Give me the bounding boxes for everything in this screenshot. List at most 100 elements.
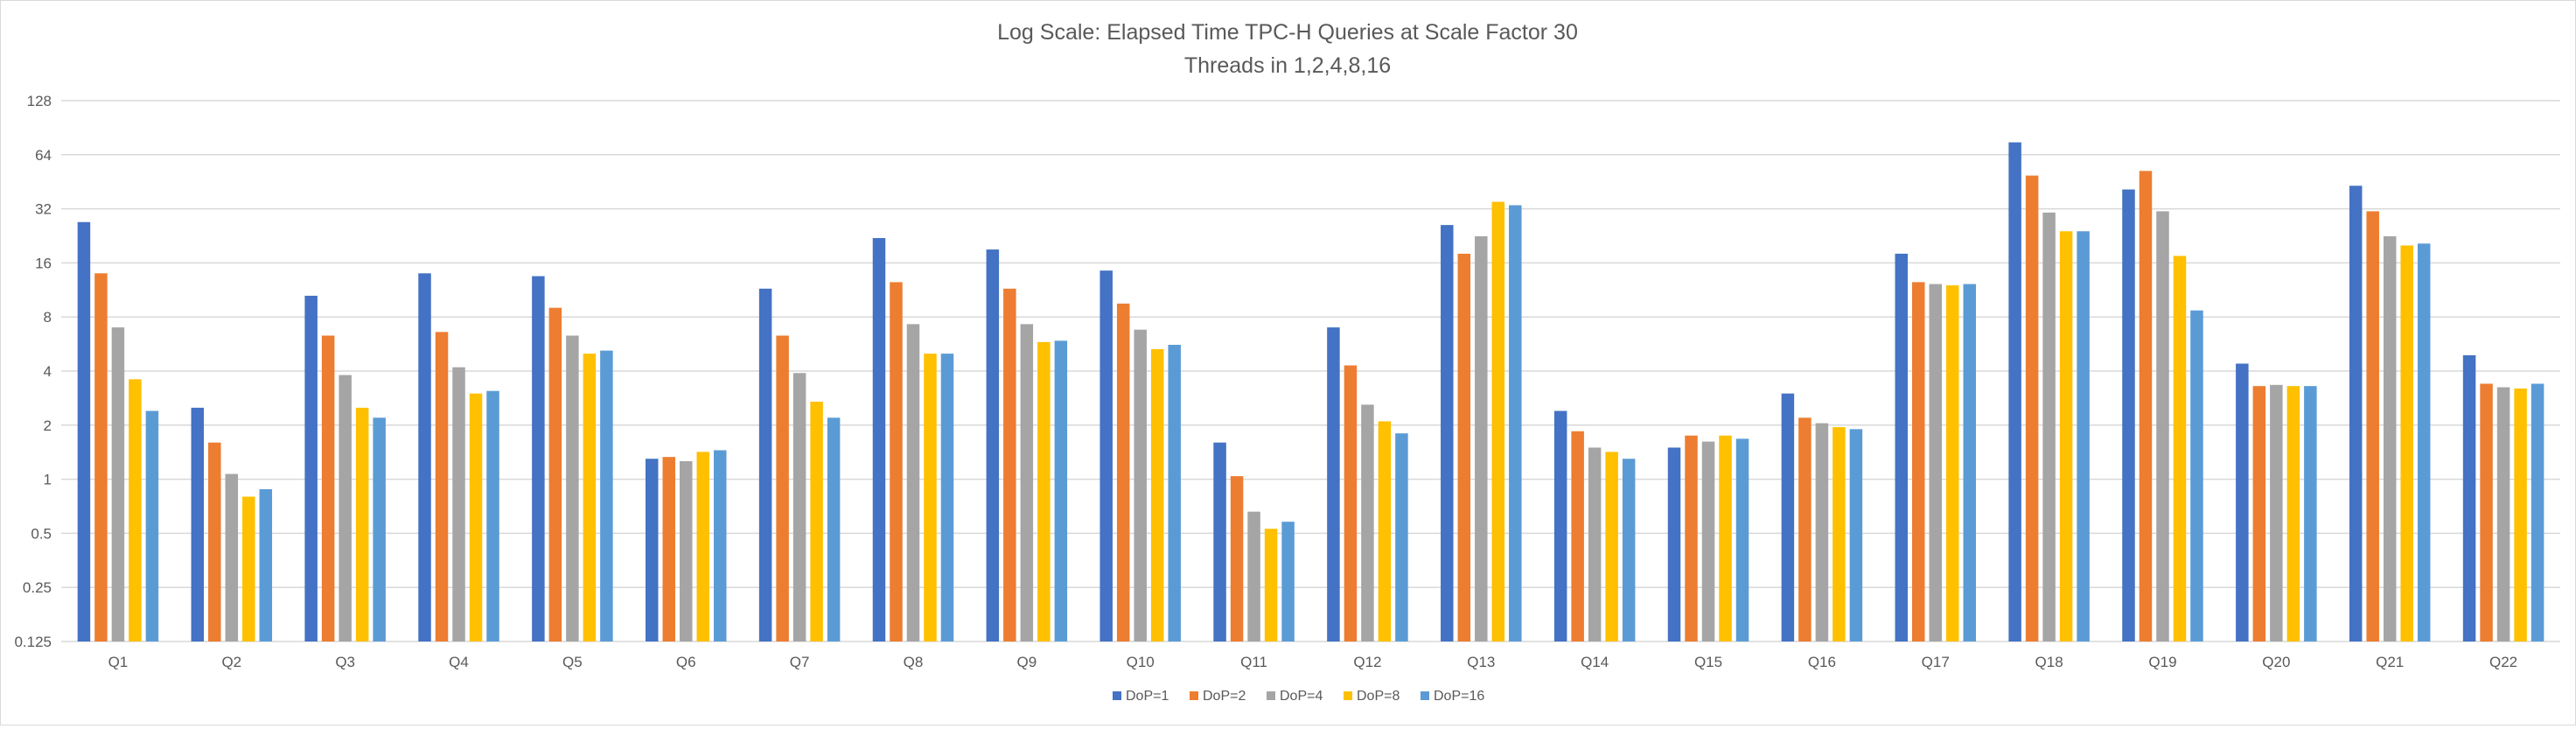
bar-q9-dop2 xyxy=(1003,288,1016,641)
bar-q4-dop16 xyxy=(486,390,499,641)
x-tick-label: Q20 xyxy=(2262,654,2290,670)
bar-q1-dop1 xyxy=(77,221,91,641)
bar-q11-dop1 xyxy=(1213,442,1226,641)
bar-q15-dop8 xyxy=(1719,435,1732,641)
bar-q22-dop8 xyxy=(2514,388,2527,641)
y-tick-label: 2 xyxy=(44,417,52,434)
bar-q8-dop1 xyxy=(872,238,886,641)
x-tick-label: Q8 xyxy=(904,654,924,670)
bar-q9-dop8 xyxy=(1037,341,1051,641)
bar-q22-dop4 xyxy=(2496,387,2510,641)
bar-q17-dop1 xyxy=(1895,253,1908,641)
bar-q5-dop4 xyxy=(566,335,579,641)
x-tick-label: Q21 xyxy=(2376,654,2404,670)
x-tick-label: Q4 xyxy=(449,654,469,670)
bar-q16-dop2 xyxy=(1798,417,1812,641)
bar-q8-dop4 xyxy=(906,324,920,641)
bar-q18-dop2 xyxy=(2025,175,2039,642)
bar-q17-dop16 xyxy=(1963,284,1976,641)
bar-q18-dop16 xyxy=(2077,231,2090,641)
chart-subtitle: Threads in 1,2,4,8,16 xyxy=(1184,53,1391,78)
bar-q6-dop4 xyxy=(680,460,693,641)
bar-q21-dop4 xyxy=(2383,236,2397,641)
bar-q10-dop2 xyxy=(1116,303,1130,641)
bar-q19-dop16 xyxy=(2190,310,2203,641)
bar-q6-dop8 xyxy=(696,452,709,641)
bar-q18-dop4 xyxy=(2042,212,2056,641)
bar-q13-dop2 xyxy=(1457,253,1471,641)
bar-q14-dop2 xyxy=(1571,431,1584,641)
x-tick-label: Q1 xyxy=(108,654,129,670)
bar-q5-dop16 xyxy=(600,350,613,641)
bar-q10-dop8 xyxy=(1150,348,1164,641)
bar-q3-dop1 xyxy=(304,295,318,641)
legend-label: DoP=4 xyxy=(1280,689,1323,704)
bar-q14-dop8 xyxy=(1605,452,1618,641)
bar-q19-dop1 xyxy=(2122,189,2135,641)
bar-q7-dop2 xyxy=(776,335,789,641)
bar-q15-dop1 xyxy=(1667,447,1681,641)
bar-q7-dop1 xyxy=(758,288,772,641)
x-tick-label: Q10 xyxy=(1127,654,1155,670)
bar-q11-dop16 xyxy=(1281,522,1295,641)
bar-q15-dop4 xyxy=(1701,441,1715,641)
bar-q5-dop8 xyxy=(583,354,597,641)
legend-label: DoP=1 xyxy=(1126,689,1169,704)
legend-label: DoP=8 xyxy=(1357,689,1400,704)
y-axis-tick-labels: 0.125 0.25 0.5 1 2 4 8 16 32 64 128 xyxy=(14,93,52,650)
legend: DoP=1 DoP=2 DoP=4 DoP=8 DoP=16 xyxy=(1113,689,1484,704)
bar-q11-dop4 xyxy=(1247,511,1260,641)
x-tick-label: Q17 xyxy=(1922,654,1950,670)
bar-q3-dop8 xyxy=(355,407,369,641)
chart-title: Log Scale: Elapsed Time TPC-H Queries at… xyxy=(997,20,1578,45)
bar-q4-dop1 xyxy=(418,273,431,641)
bar-q12-dop4 xyxy=(1361,404,1374,641)
y-tick-label: 1 xyxy=(44,472,52,488)
bar-q14-dop4 xyxy=(1588,447,1602,641)
x-tick-label: Q6 xyxy=(676,654,696,670)
y-tick-label: 0.25 xyxy=(23,579,52,596)
bar-q16-dop8 xyxy=(1833,427,1846,641)
bar-q19-dop4 xyxy=(2156,211,2169,641)
legend-swatch xyxy=(1190,691,1198,700)
bar-q2-dop16 xyxy=(259,489,273,641)
legend-swatch xyxy=(1344,691,1352,700)
bar-q18-dop8 xyxy=(2059,231,2073,641)
x-tick-label: Q7 xyxy=(790,654,810,670)
bar-q9-dop4 xyxy=(1020,324,1034,641)
bar-q17-dop4 xyxy=(1929,284,1942,641)
bar-q16-dop1 xyxy=(1781,393,1795,641)
bar-q15-dop2 xyxy=(1685,435,1698,641)
legend-label: DoP=16 xyxy=(1434,689,1484,704)
y-tick-label: 32 xyxy=(35,201,52,218)
bar-q1-dop2 xyxy=(94,273,108,641)
bar-q4-dop8 xyxy=(469,393,483,641)
bar-q18-dop1 xyxy=(2008,142,2021,641)
bar-q8-dop16 xyxy=(940,354,954,641)
bar-q2-dop8 xyxy=(242,496,255,641)
bar-q9-dop1 xyxy=(986,249,1000,641)
y-tick-label: 16 xyxy=(35,255,52,271)
bar-q10-dop1 xyxy=(1100,270,1113,641)
bar-q15-dop16 xyxy=(1735,438,1749,641)
bar-q11-dop8 xyxy=(1264,529,1278,641)
bar-q3-dop4 xyxy=(339,375,352,641)
bar-q3-dop2 xyxy=(321,335,335,641)
x-tick-label: Q2 xyxy=(221,654,241,670)
bar-q21-dop1 xyxy=(2349,186,2363,641)
bar-q6-dop2 xyxy=(662,457,675,641)
bar-q7-dop8 xyxy=(810,402,823,641)
x-tick-label: Q22 xyxy=(2489,654,2517,670)
bar-q9-dop16 xyxy=(1054,340,1068,641)
bar-q17-dop2 xyxy=(1912,282,1925,641)
y-tick-label: 64 xyxy=(35,147,52,164)
y-tick-label: 128 xyxy=(27,93,52,109)
legend-swatch xyxy=(1421,691,1429,700)
x-tick-label: Q18 xyxy=(2035,654,2063,670)
bar-q10-dop16 xyxy=(1168,345,1181,641)
bar-q21-dop2 xyxy=(2366,211,2379,641)
bar-q16-dop4 xyxy=(1815,423,1829,641)
bar-q20-dop4 xyxy=(2270,384,2283,641)
